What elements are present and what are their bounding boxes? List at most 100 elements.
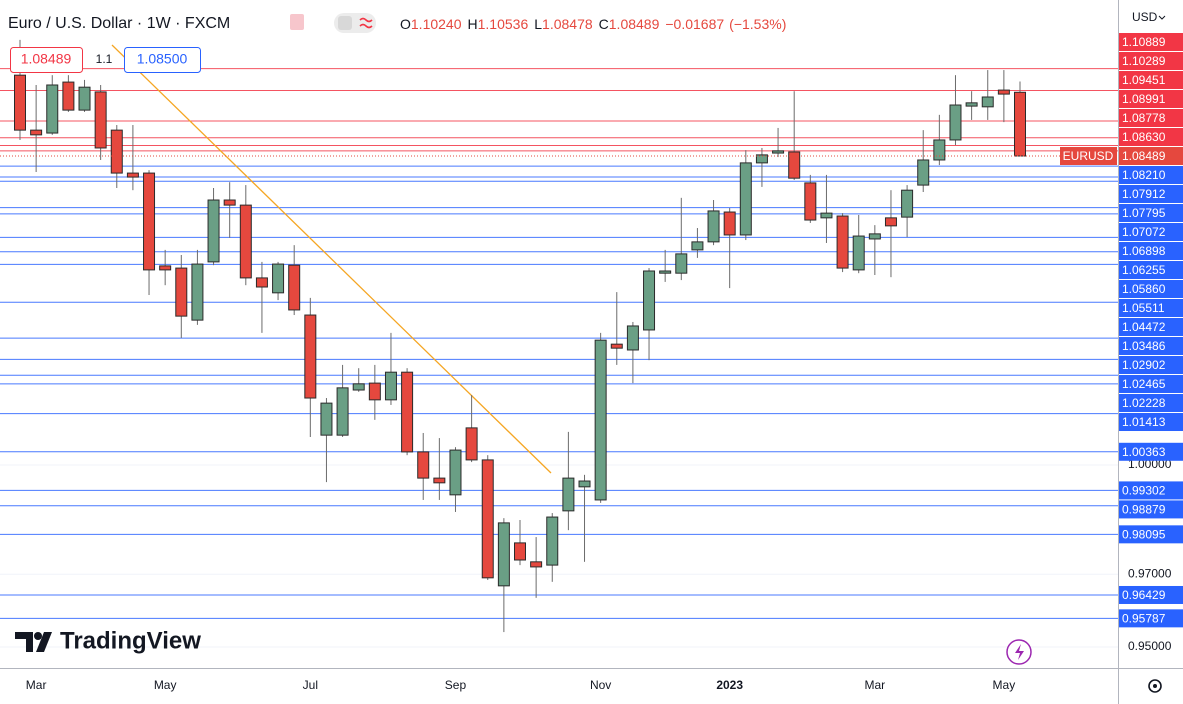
candle-body (610, 343, 623, 349)
currency-chevron (1158, 15, 1166, 20)
legend-key: O (400, 16, 411, 32)
level-label-box (1119, 337, 1183, 356)
candle-body (191, 263, 204, 321)
lightning-icon (1015, 644, 1024, 660)
ohlc-legend: O1.10240 H1.10536 L1.08478 C1.08489 −0.01687… (400, 16, 786, 32)
level-label: 1.08991 (1122, 92, 1166, 106)
candle-body (643, 270, 656, 331)
candle-body (143, 172, 156, 271)
candle-body (14, 74, 26, 131)
x-tick-label: Mar (26, 678, 47, 692)
level-label-box (1119, 375, 1183, 394)
legend-value: 1.08489 (609, 16, 660, 32)
candle-body (530, 561, 543, 568)
candle-body (449, 449, 462, 496)
candle-body (884, 217, 897, 227)
level-label-box (1119, 585, 1183, 604)
level-label: 1.02465 (1122, 377, 1166, 391)
legend-key: H (468, 16, 478, 32)
candle-body (836, 215, 849, 269)
x-tick-label: Sep (445, 678, 467, 692)
level-label-box (1119, 204, 1183, 223)
icon-wave (359, 17, 373, 29)
candle-body (788, 151, 801, 179)
icon-flag[interactable] (290, 14, 304, 30)
candle-body (933, 139, 946, 161)
legend-value: 1.10536 (478, 16, 529, 32)
candle-body (820, 212, 833, 219)
candle-body (965, 102, 978, 107)
candle-body (562, 477, 575, 512)
candle-body (110, 129, 123, 174)
level-label: 1.07072 (1122, 225, 1166, 239)
settings-button[interactable] (1148, 679, 1162, 693)
level-label-box (1119, 609, 1183, 628)
candle-body (46, 84, 59, 134)
candle-body (852, 235, 865, 271)
candle-body (255, 277, 268, 288)
candle-body (223, 199, 236, 206)
candle-body (981, 96, 994, 108)
x-tick-label: May (993, 678, 1016, 692)
x-tick-label: May (154, 678, 177, 692)
level-label: 1.05860 (1122, 282, 1166, 296)
candle-body (336, 387, 349, 436)
level-label: 1.02228 (1122, 396, 1166, 410)
candle-body (304, 314, 317, 399)
sell-price[interactable]: 1.08489 (21, 51, 72, 67)
buy-price[interactable]: 1.08500 (137, 51, 188, 67)
level-label-box (1119, 90, 1183, 109)
candle-body (739, 162, 752, 236)
candle-body (997, 89, 1010, 95)
level-label-box (1119, 166, 1183, 185)
brand-name: TradingView (60, 627, 201, 654)
level-label-box (1119, 242, 1183, 261)
sell-box[interactable] (10, 47, 83, 73)
legend-change: −0.01687 (665, 16, 724, 32)
logo-dot (34, 632, 42, 640)
legend-value: 1.08478 (542, 16, 593, 32)
level-label-box (1119, 261, 1183, 280)
level-label: 1.08778 (1122, 111, 1166, 125)
level-label-box (1119, 128, 1183, 147)
candle-body (949, 104, 962, 141)
level-label-box (1119, 52, 1183, 71)
level-label-box (1119, 442, 1183, 461)
candle-body (78, 86, 91, 111)
level-label: 1.08210 (1122, 168, 1166, 182)
brand-logo (15, 632, 52, 652)
candle-body (804, 182, 817, 221)
level-label: 0.98879 (1122, 503, 1166, 517)
candle-body (288, 264, 301, 311)
level-label-box (1119, 109, 1183, 128)
candle-body (546, 516, 559, 566)
level-label-box (1119, 481, 1183, 500)
candle-layer (14, 39, 1026, 633)
candle-body (755, 154, 768, 164)
level-label: 1.02902 (1122, 358, 1166, 372)
candle-body (207, 199, 220, 263)
level-label-box (1119, 223, 1183, 242)
grid-layer (0, 464, 1118, 648)
buy-box[interactable] (124, 47, 201, 73)
candle-body (901, 189, 914, 218)
candle-body (272, 263, 285, 294)
level-label: 0.98095 (1122, 528, 1166, 542)
currency-selector[interactable]: USD (1132, 10, 1158, 24)
candle-body (320, 402, 333, 436)
candle-body (514, 542, 526, 561)
trend-line (111, 44, 552, 474)
level-label-box (1119, 33, 1183, 52)
level-label: 1.06255 (1122, 263, 1166, 277)
overlay-layer: EURUSD (0, 147, 1118, 166)
level-label: 1.01413 (1122, 415, 1166, 429)
settings-center (1153, 684, 1157, 688)
level-label: 1.00363 (1122, 445, 1166, 459)
candle-body (626, 325, 639, 351)
candle-body (401, 371, 414, 453)
symbol-tag: EURUSD (1063, 149, 1114, 163)
candle-body (691, 241, 704, 251)
candle-body (352, 383, 365, 391)
candle-body (175, 267, 188, 317)
